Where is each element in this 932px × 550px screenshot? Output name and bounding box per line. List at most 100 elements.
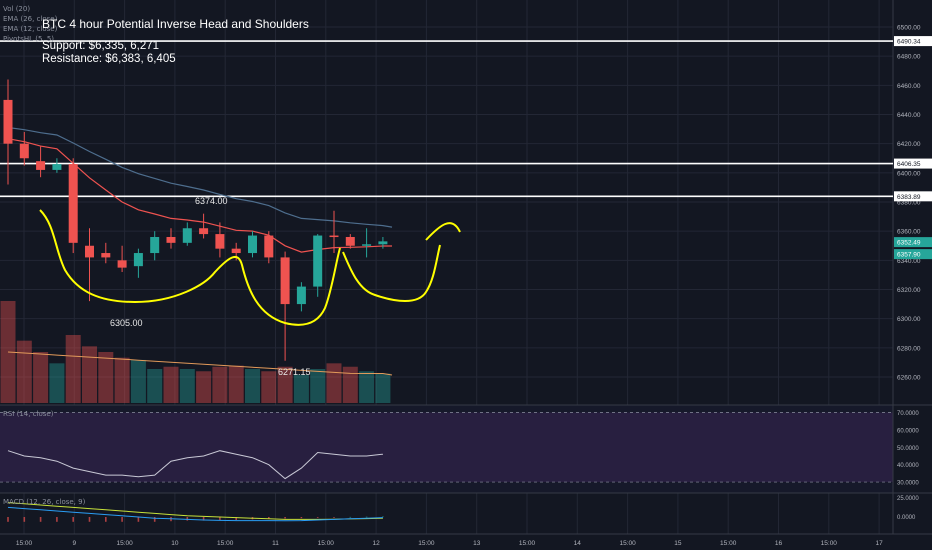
macd-histogram-bar (365, 516, 368, 518)
candle-body (117, 260, 127, 268)
candle-body (19, 143, 29, 159)
rsi-tick-label: 50.0000 (897, 446, 919, 452)
time-tick-label: 15:00 (16, 540, 33, 547)
price-tick-label: 6320.00 (897, 287, 921, 294)
volume-bar (277, 366, 293, 403)
candle-body (166, 237, 176, 243)
candle-body (36, 161, 46, 170)
vol-indicator-label: Vol (20) (3, 5, 31, 13)
level-label-bg (894, 36, 932, 47)
macd-tick-label: 0.0000 (897, 515, 916, 521)
macd-histogram-bar (284, 517, 286, 519)
time-tick-label: 12 (372, 540, 380, 547)
volume-bar (310, 369, 326, 403)
volume-bar (130, 359, 146, 403)
time-tick-label: 16 (775, 540, 783, 547)
rsi-pane-bg (0, 405, 893, 493)
time-tick-label: 13 (473, 540, 481, 547)
macd-histogram-bar (56, 517, 58, 522)
time-tick-label: 17 (875, 540, 883, 547)
last-price-label: 6352.49 (897, 240, 921, 247)
volume-bar (228, 365, 244, 403)
macd-histogram-bar (333, 517, 335, 518)
volume-bar (261, 371, 277, 403)
right-shoulder-drawing (342, 222, 461, 302)
volume-bar (16, 340, 32, 403)
macd-signal-line (7, 502, 383, 520)
time-tick-label: 15:00 (720, 540, 737, 547)
macd-histogram-bar (382, 516, 384, 518)
price-tick-label: 6480.00 (897, 54, 921, 61)
time-tick-label: 15:00 (619, 540, 636, 547)
horizontal-levels[interactable] (0, 40, 893, 198)
volume-bar (98, 352, 114, 403)
macd-histogram-bar (88, 517, 91, 522)
rsi-line (7, 450, 383, 480)
volume-bar (326, 363, 342, 403)
ema26-indicator-label: EMA (26, close) (3, 15, 58, 23)
time-tick-label: 15:00 (821, 540, 838, 547)
macd-indicator-label: MACD (12, 26, close, 9) (3, 498, 86, 506)
price-tick-label: 6300.00 (897, 316, 921, 323)
candle-body (68, 164, 78, 243)
last-price-label-bg (894, 249, 932, 260)
candle-body (133, 253, 143, 267)
volume-bar (82, 346, 97, 403)
price-tick-label: 6400.00 (897, 170, 921, 177)
volume-bar (33, 352, 49, 403)
macd-histogram-bar (268, 517, 270, 519)
volume-bar (342, 366, 358, 403)
volume-bar (359, 371, 375, 403)
level-label: 6490.34 (897, 39, 921, 46)
macd-histogram-bar (121, 517, 123, 522)
time-tick-label: 15:00 (217, 540, 234, 547)
time-tick-label: 15:00 (519, 540, 536, 547)
macd-histogram-bar (186, 517, 189, 521)
head-annotation: 6271.15 (278, 367, 311, 377)
candle-body (280, 257, 290, 305)
macd-histogram-bar (137, 517, 140, 522)
pivots-indicator-label: PivotsHL (5, 5) (3, 35, 55, 43)
time-axis: 15:00 9 15:00 10 15:00 11 15:00 12 15:00 13 15:00 1… (16, 540, 883, 547)
macd-histogram-bar (300, 517, 303, 519)
candle-body (215, 234, 225, 249)
rsi-tick-label: 40.0000 (897, 463, 919, 469)
level-label-bg (894, 158, 932, 169)
candle-body (264, 235, 274, 258)
volume-bar (0, 301, 16, 403)
candle-body (231, 248, 241, 254)
candle-body (296, 286, 306, 305)
candle-body (182, 228, 192, 243)
volume-bar (196, 371, 212, 403)
macd-histogram-bar (72, 517, 74, 522)
macd-line (7, 506, 383, 522)
left-shoulder-annotation: 6305.00 (110, 318, 143, 328)
price-tick-label: 6260.00 (897, 375, 921, 382)
macd-histogram-bar (23, 517, 26, 522)
candle-body (150, 237, 160, 254)
time-tick-label: 11 (272, 540, 279, 547)
macd-pane (7, 502, 384, 522)
price-tick-label: 6460.00 (897, 83, 921, 90)
candle-body (101, 253, 111, 258)
candle-body (329, 235, 339, 238)
volume-bar (245, 369, 260, 403)
macd-histogram-bar (316, 517, 319, 518)
last-price-label: 6357.90 (897, 252, 921, 259)
rsi-tick-label: 30.0000 (897, 481, 919, 487)
time-tick-label: 14 (574, 540, 582, 547)
candle-body (362, 244, 372, 246)
chart-title: BTC 4 hour Potential Inverse Head and Sh… (42, 17, 309, 31)
level-label: 6383.89 (897, 194, 921, 201)
candle-body (3, 99, 13, 144)
ema12-indicator-label: EMA (12, close) (3, 25, 58, 33)
price-tick-label: 6500.00 (897, 25, 921, 32)
rsi-tick-label: 70.0000 (897, 411, 919, 417)
price-tick-label: 6280.00 (897, 345, 921, 352)
volume-bar (147, 369, 163, 403)
volume-bar (375, 373, 391, 403)
time-tick-label: 15:00 (318, 540, 335, 547)
rsi-band (0, 412, 893, 483)
resistance-note: Resistance: $6,383, 6,405 (42, 53, 176, 65)
